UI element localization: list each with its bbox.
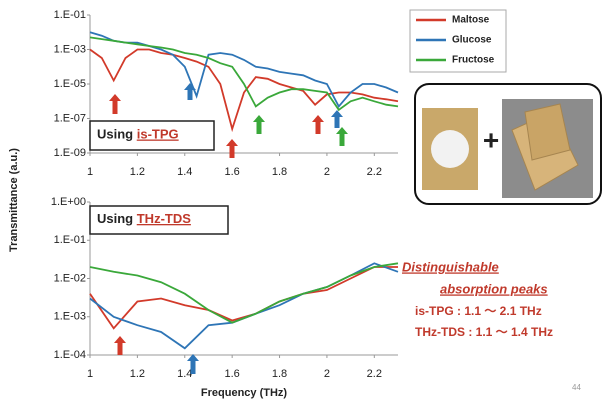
- y-tick-label: 1.E-04: [54, 349, 86, 361]
- annotation-title: Distinguishable: [402, 259, 499, 274]
- x-tick-label: 1.4: [177, 166, 192, 178]
- method-name: THz-TDS: [137, 211, 191, 226]
- tablet: [524, 103, 571, 161]
- method-box: [89, 205, 229, 235]
- method-prefix: Using: [97, 211, 137, 226]
- x-tick-label: 1: [87, 368, 93, 380]
- method-box: [89, 120, 215, 151]
- y-tick-label: 1.E+00: [51, 196, 86, 208]
- y-tick-label: 1.E-02: [54, 272, 86, 284]
- x-tick-label: 2: [324, 166, 330, 178]
- arrow: [312, 115, 324, 134]
- x-tick-label: 2.2: [367, 166, 382, 178]
- y-tick-label: 1.E-03: [54, 311, 86, 323]
- arrow: [114, 336, 126, 355]
- method-label: Using is-TPG: [97, 127, 179, 142]
- arrow: [187, 354, 199, 374]
- slide-number: 44: [572, 383, 581, 392]
- legend-label: Glucose: [452, 35, 492, 46]
- x-tick-label: 1.8: [272, 368, 287, 380]
- arrow: [109, 94, 121, 114]
- x-tick-label: 2: [324, 368, 330, 380]
- series-line: [89, 36, 399, 112]
- method-label: Using THz-TDS: [97, 211, 191, 226]
- y-tick-label: 1.E-07: [54, 112, 86, 124]
- method-name: is-TPG: [137, 127, 179, 142]
- y-axis-label: Transmittance (a.u.): [8, 148, 20, 252]
- annotation-title: absorption peaks: [440, 281, 548, 296]
- x-tick-label: 1.4: [177, 368, 192, 380]
- y-tick-label: 1.E-01: [54, 9, 86, 21]
- x-tick-label: 1.8: [272, 166, 287, 178]
- x-tick-label: 1.6: [225, 166, 240, 178]
- arrow: [336, 127, 348, 146]
- x-tick-label: 1.2: [130, 166, 145, 178]
- y-tick-label: 1.E-09: [54, 147, 86, 159]
- x-axis-label: Frequency (THz): [201, 387, 288, 399]
- y-tick-label: 1.E-03: [54, 43, 86, 55]
- legend-label: Fructose: [452, 55, 495, 66]
- arrow: [184, 83, 196, 100]
- series-line: [89, 262, 399, 324]
- series-line: [89, 48, 399, 133]
- annotation-line: THz-TDS : 1.1 ～ 1.4 THz: [415, 325, 553, 339]
- y-tick-label: 1.E-01: [54, 234, 86, 246]
- sample-pellet: [431, 130, 469, 168]
- x-tick-label: 1.2: [130, 368, 145, 380]
- series-line: [89, 266, 398, 330]
- x-tick-label: 2.2: [367, 368, 382, 380]
- legend-label: Maltose: [452, 15, 490, 26]
- arrow: [226, 139, 238, 158]
- plus-sign: +: [483, 124, 499, 155]
- y-tick-label: 1.E-05: [54, 78, 86, 90]
- x-tick-label: 1.6: [225, 368, 240, 380]
- annotation-line: is-TPG : 1.1 ～ 2.1 THz: [415, 304, 542, 318]
- series-line: [89, 31, 399, 108]
- x-tick-label: 1: [87, 166, 93, 178]
- method-prefix: Using: [97, 127, 137, 142]
- arrow: [253, 115, 265, 134]
- arrow: [331, 110, 343, 128]
